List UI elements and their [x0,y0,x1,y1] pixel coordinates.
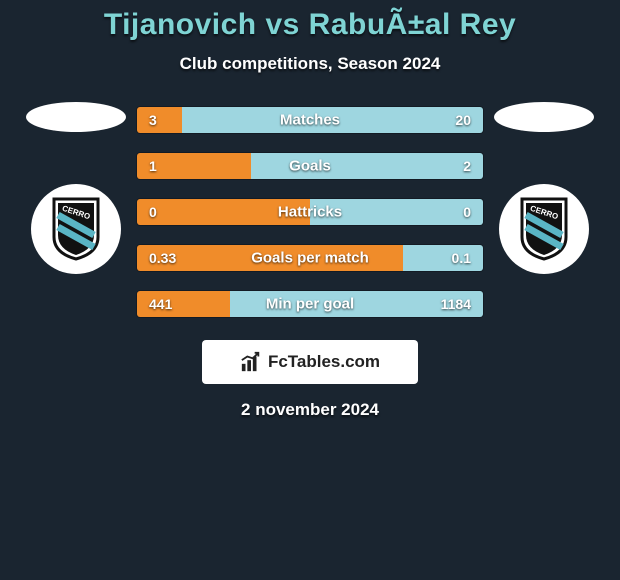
stat-value-right: 1184 [441,296,471,312]
stat-bar: Matches 3 20 [136,106,484,134]
bar-segment-left [137,107,182,133]
stat-value-left: 3 [149,112,157,128]
stat-value-right: 20 [455,112,471,128]
stat-value-right: 0.1 [452,250,471,266]
brand-box: FcTables.com [202,340,418,384]
chart-icon [240,351,262,373]
right-player-column: CERRO [484,106,604,274]
player-left-avatar [26,102,126,132]
date-text: 2 november 2024 [0,400,620,420]
stat-value-left: 1 [149,158,157,174]
left-player-column: CERRO [16,106,136,274]
stat-label: Min per goal [266,296,354,313]
brand-text: FcTables.com [268,352,380,372]
stats-area: CERRO Matches 3 20 Goals 1 2 Hattricks 0 0 Goals … [0,106,620,318]
team-badge-right: CERRO [499,184,589,274]
bar-segment-right [403,245,483,271]
shield-icon: CERRO [50,197,102,261]
stat-value-right: 2 [463,158,471,174]
stat-bar: Min per goal 441 1184 [136,290,484,318]
stat-value-left: 441 [149,296,172,312]
stat-label: Goals per match [251,250,369,267]
page-title: Tijanovich vs RabuÃ±al Rey [0,8,620,42]
stat-value-left: 0 [149,204,157,220]
stat-label: Matches [280,112,340,129]
player-right-avatar [494,102,594,132]
stat-bar: Goals per match 0.33 0.1 [136,244,484,272]
team-badge-left: CERRO [31,184,121,274]
stat-label: Goals [289,158,331,175]
stat-bar: Hattricks 0 0 [136,198,484,226]
subtitle: Club competitions, Season 2024 [0,54,620,74]
bar-segment-right [251,153,483,179]
shield-icon: CERRO [518,197,570,261]
stat-bars: Matches 3 20 Goals 1 2 Hattricks 0 0 Goals per ma… [136,106,484,318]
stat-value-left: 0.33 [149,250,176,266]
stat-bar: Goals 1 2 [136,152,484,180]
comparison-infographic: Tijanovich vs RabuÃ±al Rey Club competit… [0,0,620,420]
stat-label: Hattricks [278,204,342,221]
stat-value-right: 0 [463,204,471,220]
